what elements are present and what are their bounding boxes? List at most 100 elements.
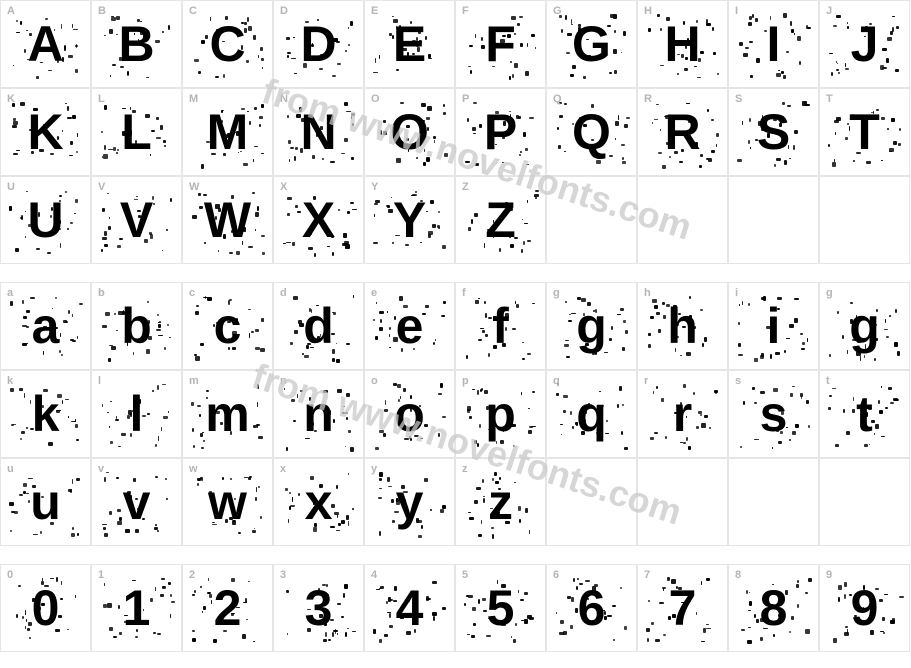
glyph-row: uuvvwwxxyyzz [0, 458, 911, 546]
cell-label: x [280, 463, 286, 475]
glyph-cell: aa [0, 282, 91, 370]
cell-label: P [462, 93, 469, 105]
glyph: c [214, 301, 242, 351]
glyph: O [390, 107, 429, 157]
glyph-cell [728, 176, 819, 264]
glyph-row: kkllmmnnooppqqrrsstt [0, 370, 911, 458]
cell-label: X [280, 181, 287, 193]
glyph-cell [728, 458, 819, 546]
cell-label: V [98, 181, 105, 193]
glyph-cell: NN [273, 88, 364, 176]
cell-label: C [189, 5, 197, 17]
cell-label: a [7, 287, 13, 299]
glyph: M [207, 107, 249, 157]
glyph-cell: UU [0, 176, 91, 264]
font-character-map: AABBCCDDEEFFGGHHIIJJKKLLMMNNOOPPQQRRSSTT… [0, 0, 911, 668]
glyph: P [484, 107, 517, 157]
cell-label: e [371, 287, 377, 299]
cell-label: U [7, 181, 15, 193]
glyph: N [300, 107, 336, 157]
glyph-cell: VV [91, 176, 182, 264]
glyph-cell: HH [637, 0, 728, 88]
cell-label: q [553, 375, 560, 387]
glyph: t [856, 389, 873, 439]
glyph-row: aabbccddeeffgghhiigg [0, 282, 911, 370]
glyph-cell: hh [637, 282, 728, 370]
cell-label: B [98, 5, 106, 17]
glyph-cell: 55 [455, 564, 546, 652]
glyph: J [851, 19, 879, 69]
glyph-cell: 00 [0, 564, 91, 652]
cell-label: Y [371, 181, 378, 193]
glyph-section-lower: aabbccddeeffgghhiiggkkllmmnnooppqqrrsstt… [0, 282, 911, 546]
glyph-cell: BB [91, 0, 182, 88]
glyph: 8 [760, 583, 788, 633]
glyph-cell: 99 [819, 564, 910, 652]
glyph-cell [637, 176, 728, 264]
glyph-cell: yy [364, 458, 455, 546]
glyph: 6 [578, 583, 606, 633]
cell-label: W [189, 181, 199, 193]
glyph: v [123, 477, 151, 527]
cell-label: 9 [826, 569, 832, 581]
cell-label: H [644, 5, 652, 17]
glyph-cell: TT [819, 88, 910, 176]
glyph: F [485, 19, 516, 69]
cell-label: s [735, 375, 741, 387]
cell-label: d [280, 287, 287, 299]
glyph: y [396, 477, 424, 527]
glyph-cell: 66 [546, 564, 637, 652]
glyph-cell: WW [182, 176, 273, 264]
glyph-cell: bb [91, 282, 182, 370]
cell-label: M [189, 93, 198, 105]
glyph: k [32, 389, 60, 439]
glyph-cell: qq [546, 370, 637, 458]
glyph-section-upper: AABBCCDDEEFFGGHHIIJJKKLLMMNNOOPPQQRRSSTT… [0, 0, 911, 264]
cell-label: J [826, 5, 832, 17]
glyph-cell: cc [182, 282, 273, 370]
glyph-cell: EE [364, 0, 455, 88]
glyph-cell: pp [455, 370, 546, 458]
cell-label: b [98, 287, 105, 299]
glyph-cell: oo [364, 370, 455, 458]
cell-label: 4 [371, 569, 377, 581]
cell-label: O [371, 93, 380, 105]
glyph: q [576, 389, 607, 439]
glyph: i [767, 301, 781, 351]
glyph-cell: PP [455, 88, 546, 176]
glyph: r [673, 389, 692, 439]
glyph: 7 [669, 583, 697, 633]
cell-label: m [189, 375, 199, 387]
glyph: 3 [305, 583, 333, 633]
glyph: D [300, 19, 336, 69]
cell-label: 0 [7, 569, 13, 581]
glyph-cell: OO [364, 88, 455, 176]
glyph-cell: zz [455, 458, 546, 546]
glyph: X [302, 195, 335, 245]
glyph: V [120, 195, 153, 245]
cell-label: 8 [735, 569, 741, 581]
glyph: H [664, 19, 700, 69]
glyph-cell: SS [728, 88, 819, 176]
glyph-cell: mm [182, 370, 273, 458]
glyph: 2 [214, 583, 242, 633]
glyph: m [205, 389, 249, 439]
cell-label: v [98, 463, 104, 475]
glyph: x [305, 477, 333, 527]
cell-label: u [7, 463, 14, 475]
glyph-cell: DD [273, 0, 364, 88]
cell-label: S [735, 93, 742, 105]
glyph-cell: LL [91, 88, 182, 176]
glyph-cell: QQ [546, 88, 637, 176]
cell-label: R [644, 93, 652, 105]
glyph: W [204, 195, 251, 245]
glyph-cell: 33 [273, 564, 364, 652]
cell-label: 7 [644, 569, 650, 581]
cell-label: T [826, 93, 833, 105]
cell-label: G [553, 5, 562, 17]
glyph-cell: 11 [91, 564, 182, 652]
glyph-cell: vv [91, 458, 182, 546]
glyph-cell: RR [637, 88, 728, 176]
cell-label: D [280, 5, 288, 17]
glyph: S [757, 107, 790, 157]
